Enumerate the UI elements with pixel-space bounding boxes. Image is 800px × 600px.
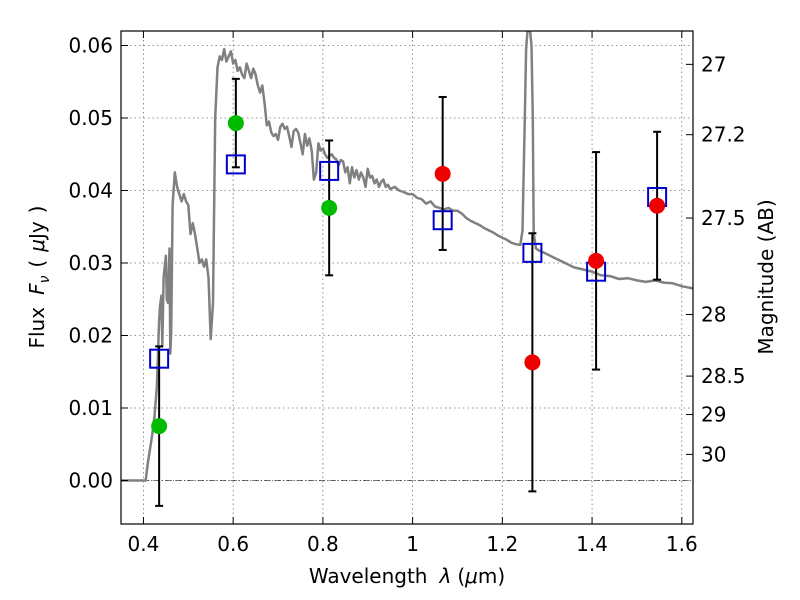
y-tick-label: 0.01	[68, 396, 113, 420]
nondetection-point	[649, 197, 666, 214]
x-axis-label: Wavelength λ (μm)	[309, 564, 505, 588]
x-tick-label: 1.2	[486, 532, 518, 556]
y2-tick-labels: 27 27.2 27.5 28 28.5 29 30	[701, 52, 746, 466]
y2-tick-label: 27.2	[701, 123, 746, 147]
nondetection-point	[588, 252, 605, 269]
observed-photometry-layer	[151, 115, 666, 435]
y2-tick-label: 27.5	[701, 206, 746, 230]
model-spectrum-layer	[121, 31, 693, 482]
y2-axis-label: Magnitude (AB)	[754, 199, 778, 354]
y-tick-label: 0.02	[68, 324, 113, 348]
x-tick-labels: 0.4 0.6 0.8 1 1.2 1.4 1.6	[128, 532, 698, 556]
model-photometry-square	[432, 210, 453, 231]
x-tick-label: 0.4	[128, 532, 160, 556]
detection-point	[227, 115, 244, 132]
x-tick-label: 1.6	[666, 532, 698, 556]
model-photometry-square	[225, 154, 246, 175]
plot-background	[121, 31, 693, 524]
detection-point	[151, 418, 168, 435]
nondetection-point	[434, 165, 451, 182]
y-tick-label: 0.00	[68, 469, 113, 493]
y-tick-label: 0.04	[68, 179, 113, 203]
ticks	[121, 31, 693, 524]
model-photometry-square	[522, 242, 543, 263]
y2-tick-label: 28	[701, 302, 726, 326]
y2-tick-label: 30	[701, 442, 726, 466]
x-tick-label: 1	[406, 532, 419, 556]
y2-tick-label: 28.5	[701, 364, 746, 388]
model-spectrum-line	[121, 31, 693, 482]
x-tick-label: 0.8	[307, 532, 339, 556]
nondetection-point	[524, 354, 541, 371]
y-tick-label: 0.06	[68, 34, 113, 58]
y-tick-label: 0.03	[68, 251, 113, 275]
model-photometry-square	[319, 160, 340, 181]
y-tick-labels: 0.00 0.01 0.02 0.03 0.04 0.05 0.06	[68, 34, 113, 493]
y2-tick-label: 27	[701, 52, 726, 76]
model-photometry-square	[149, 348, 170, 369]
detection-point	[321, 199, 338, 216]
y-axis-label: FluxFν(μJy)	[25, 205, 53, 348]
y-tick-label: 0.05	[68, 106, 113, 130]
plot-frame	[120, 30, 694, 525]
x-tick-label: 1.4	[576, 532, 608, 556]
y2-tick-label: 29	[701, 403, 726, 427]
x-tick-label: 0.6	[217, 532, 249, 556]
